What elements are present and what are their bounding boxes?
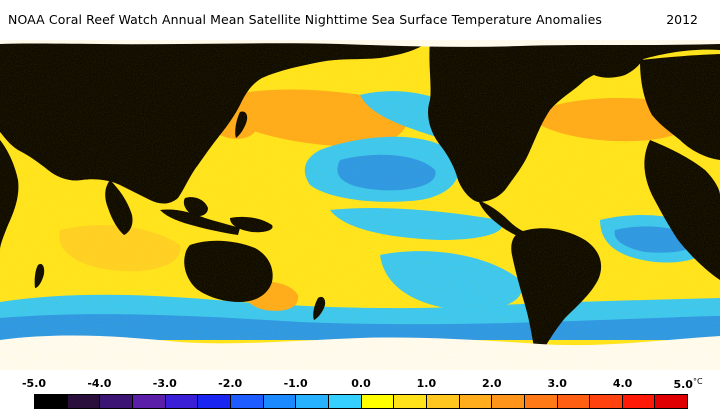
legend-swatch <box>132 395 166 408</box>
legend-swatch <box>198 395 231 408</box>
map-title: NOAA Coral Reef Watch Annual Mean Satell… <box>8 12 603 27</box>
legend-swatch <box>426 395 460 408</box>
legend-swatch <box>459 395 493 408</box>
legend-swatch <box>394 395 427 408</box>
noise-texture <box>0 40 720 370</box>
legend-tick-label: 3.0 <box>547 377 567 390</box>
legend-swatch <box>230 395 264 408</box>
legend-swatch <box>590 395 623 408</box>
legend-swatch <box>492 395 525 408</box>
legend-swatch <box>361 395 395 408</box>
legend-swatch <box>328 395 362 408</box>
legend-tick-label: -1.0 <box>283 377 308 390</box>
legend-swatch <box>100 395 133 408</box>
legend-tick-label: -5.0 <box>21 377 47 390</box>
title-bar: NOAA Coral Reef Watch Annual Mean Satell… <box>0 0 720 40</box>
legend-tick-label: -2.0 <box>218 377 243 390</box>
legend-tick-label: 0.0 <box>351 377 371 390</box>
legend-colorbar <box>34 394 688 409</box>
legend-swatch <box>296 395 329 408</box>
legend-swatch <box>557 395 591 408</box>
legend-swatch <box>35 395 68 408</box>
legend-tick-label: -3.0 <box>152 377 177 390</box>
legend: -5.0 -4.0 -3.0 -2.0 -1.0 0.0 1.0 2.0 3.0 4.0 5.0°C <box>0 372 720 411</box>
legend-tick-label: -4.0 <box>87 377 112 390</box>
sst-anomaly-map <box>0 40 720 370</box>
legend-swatch <box>655 395 688 408</box>
legend-unit: °C <box>692 377 703 386</box>
legend-tick-label: 5.0°C <box>673 377 703 391</box>
legend-tick-label: 4.0 <box>612 377 633 390</box>
legend-swatch <box>165 395 199 408</box>
map-year: 2012 <box>666 12 698 27</box>
legend-tick-label: 2.0 <box>482 377 502 390</box>
legend-swatch <box>524 395 558 408</box>
legend-swatch <box>67 395 101 408</box>
legend-ticks: -5.0 -4.0 -3.0 -2.0 -1.0 0.0 1.0 2.0 3.0 4.0 5.0°C <box>0 377 720 391</box>
legend-swatch <box>622 395 656 408</box>
legend-swatch <box>263 395 297 408</box>
legend-tick-label: 1.0 <box>416 377 437 390</box>
